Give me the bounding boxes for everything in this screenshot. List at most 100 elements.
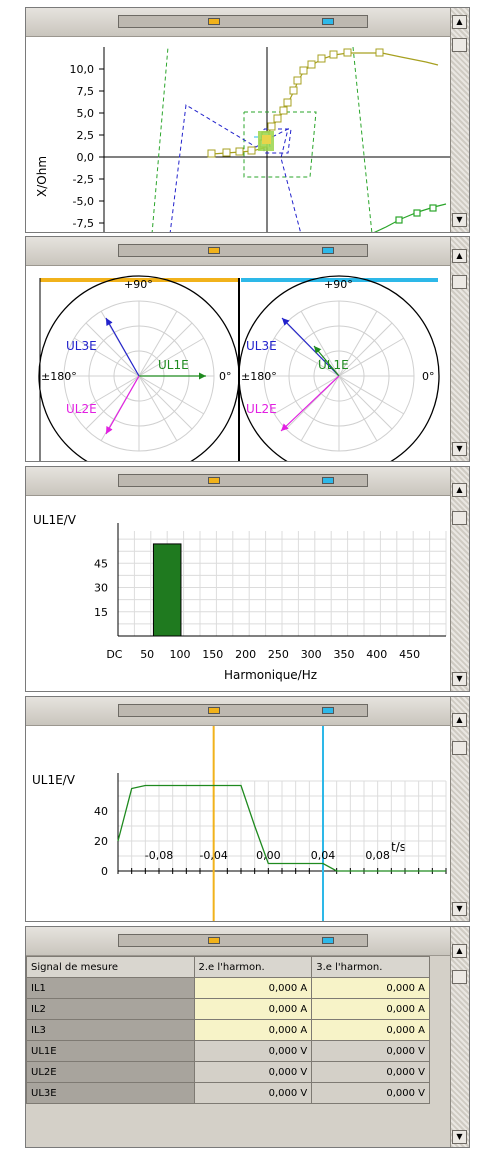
angle-label-top: +90° (124, 278, 153, 291)
ul3e-vector (281, 317, 340, 377)
column-header[interactable]: Signal de mesure (26, 956, 195, 978)
y-ticks: 45 30 15 (94, 557, 108, 618)
x-tick: 400 (366, 648, 387, 661)
x-tick: 0,04 (311, 849, 336, 862)
angle-label-left: ±180° (41, 370, 77, 383)
scrollbar[interactable]: ▲ ▼ (450, 927, 469, 1147)
panel-header (26, 467, 469, 496)
cursor-slider[interactable] (118, 474, 368, 487)
scroll-down-icon[interactable]: ▼ (452, 213, 467, 227)
y-axis-label: UL1E/V (33, 513, 77, 527)
ul1e-label: UL1E (318, 358, 349, 372)
scroll-thumb[interactable] (452, 970, 467, 984)
column-header[interactable]: 2.e l'harmon. (193, 956, 313, 978)
scroll-up-icon[interactable]: ▲ (452, 15, 467, 29)
x-tick: 100 (170, 648, 191, 661)
value-cell: 0,000 V (193, 1082, 313, 1104)
secondary-trajectory (373, 203, 447, 232)
time-signal-panel: UL1E/V t/s -0,08 -0,04 0,00 0,04 0,08 40 20 0 … (25, 696, 470, 922)
measurement-table-panel: Signal de mesure 2.e l'harmon. 3.e l'har… (25, 926, 470, 1148)
phasor-charts: +90° ±180° 0° UL3E UL1E UL2E (26, 266, 451, 461)
cursor2-marker[interactable] (322, 937, 334, 944)
x-tick: 450 (399, 648, 420, 661)
x-ticks: DC 50 100 150 200 250 300 350 400 450 (106, 648, 420, 661)
value-cell: 0,000 A (311, 977, 430, 999)
table-row[interactable]: UL3E 0,000 V 0,000 V (26, 1082, 430, 1104)
cursor2-marker[interactable] (322, 247, 334, 254)
cursor1-marker[interactable] (208, 247, 220, 254)
harmonics-svg: UL1E/V Harmonique/Hz DC 50 100 150 200 250 300… (33, 513, 447, 682)
scroll-down-icon[interactable]: ▼ (452, 1130, 467, 1144)
y-tick: 40 (94, 805, 108, 818)
table-header-row: Signal de mesure 2.e l'harmon. 3.e l'har… (26, 956, 430, 978)
scroll-thumb[interactable] (452, 38, 467, 52)
y-tick: -2,5 (73, 173, 94, 186)
impedance-trajectory (211, 52, 439, 155)
x-tick: 150 (202, 648, 223, 661)
cursor-slider[interactable] (118, 244, 368, 257)
cursor2-bar (241, 278, 438, 282)
scrollbar[interactable]: ▲ ▼ (450, 237, 469, 461)
x-tick: 300 (301, 648, 322, 661)
cursor2-marker[interactable] (322, 18, 334, 25)
table-row[interactable]: IL3 0,000 A 0,000 A (26, 1019, 430, 1041)
time-signal-chart: UL1E/V t/s -0,08 -0,04 0,00 0,04 0,08 40 20 0 (26, 726, 451, 921)
table-row[interactable]: IL1 0,000 A 0,000 A (26, 977, 430, 999)
trajectory-points (207, 48, 384, 158)
x-axis-label: t/s (391, 840, 406, 854)
ul1e-label: UL1E (158, 358, 189, 372)
time-cursors[interactable] (212, 726, 324, 921)
scroll-down-icon[interactable]: ▼ (452, 442, 467, 456)
phasor-diagram-2: +90° ±180° 0° UL3E UL1E UL2E (238, 275, 440, 461)
signal-name: IL1 (26, 977, 195, 999)
scroll-thumb[interactable] (452, 275, 467, 289)
scroll-up-icon[interactable]: ▲ (452, 944, 467, 958)
x-tick: 250 (268, 648, 289, 661)
x-tick: -0,04 (199, 849, 227, 862)
panel-header (26, 237, 469, 266)
phasor-diagram-1: +90° ±180° 0° UL3E UL1E UL2E (38, 275, 240, 461)
scroll-thumb[interactable] (452, 741, 467, 755)
y-ticks: 10,0 7,5 5,0 2,5 0,0 -2,5 -5,0 -7,5 (70, 63, 95, 230)
value-cell: 0,000 V (311, 1082, 430, 1104)
y-tick: -5,0 (73, 195, 94, 208)
scroll-up-icon[interactable]: ▲ (452, 713, 467, 727)
cursor-slider[interactable] (118, 704, 368, 717)
scroll-up-icon[interactable]: ▲ (452, 483, 467, 497)
scrollbar[interactable]: ▲ ▼ (450, 697, 469, 921)
cursor1-marker[interactable] (208, 937, 220, 944)
y-tick: 15 (94, 606, 108, 619)
x-tick: -0,08 (145, 849, 173, 862)
table-row[interactable]: UL2E 0,000 V 0,000 V (26, 1061, 430, 1083)
x-tick: 0,00 (256, 849, 281, 862)
scroll-down-icon[interactable]: ▼ (452, 902, 467, 916)
column-header[interactable]: 3.e l'harmon. (311, 956, 430, 978)
cursor-slider[interactable] (118, 934, 368, 947)
cursor2-marker[interactable] (322, 477, 334, 484)
table-row[interactable]: UL1E 0,000 V 0,000 V (26, 1040, 430, 1062)
angle-label-right: 0° (422, 370, 435, 383)
cursor-slider[interactable] (118, 15, 368, 28)
scrollbar[interactable]: ▲ ▼ (450, 467, 469, 691)
table-row[interactable]: IL2 0,000 A 0,000 A (26, 998, 430, 1020)
scrollbar[interactable]: ▲ ▼ (450, 8, 469, 232)
scroll-down-icon[interactable]: ▼ (452, 672, 467, 686)
value-cell: 0,000 A (193, 1019, 313, 1041)
value-cell: 0,000 A (311, 1019, 430, 1041)
cursor1-bar (40, 278, 239, 282)
scroll-up-icon[interactable]: ▲ (452, 249, 467, 263)
value-cell: 0,000 A (193, 998, 313, 1020)
ul3e-vector (105, 317, 140, 377)
signal-name: IL2 (26, 998, 195, 1020)
cursor2-marker[interactable] (322, 707, 334, 714)
cursor1-marker[interactable] (208, 477, 220, 484)
cursor1-marker[interactable] (208, 707, 220, 714)
cursor1-marker[interactable] (208, 18, 220, 25)
y-axis-label: X/Ohm (35, 156, 49, 197)
x-axis-label: Harmonique/Hz (224, 668, 317, 682)
table-area: Signal de mesure 2.e l'harmon. 3.e l'har… (26, 956, 451, 1147)
measurement-table: Signal de mesure 2.e l'harmon. 3.e l'har… (26, 956, 430, 1104)
y-tick: 7,5 (77, 85, 95, 98)
scroll-thumb[interactable] (452, 511, 467, 525)
y-tick: 30 (94, 582, 108, 595)
